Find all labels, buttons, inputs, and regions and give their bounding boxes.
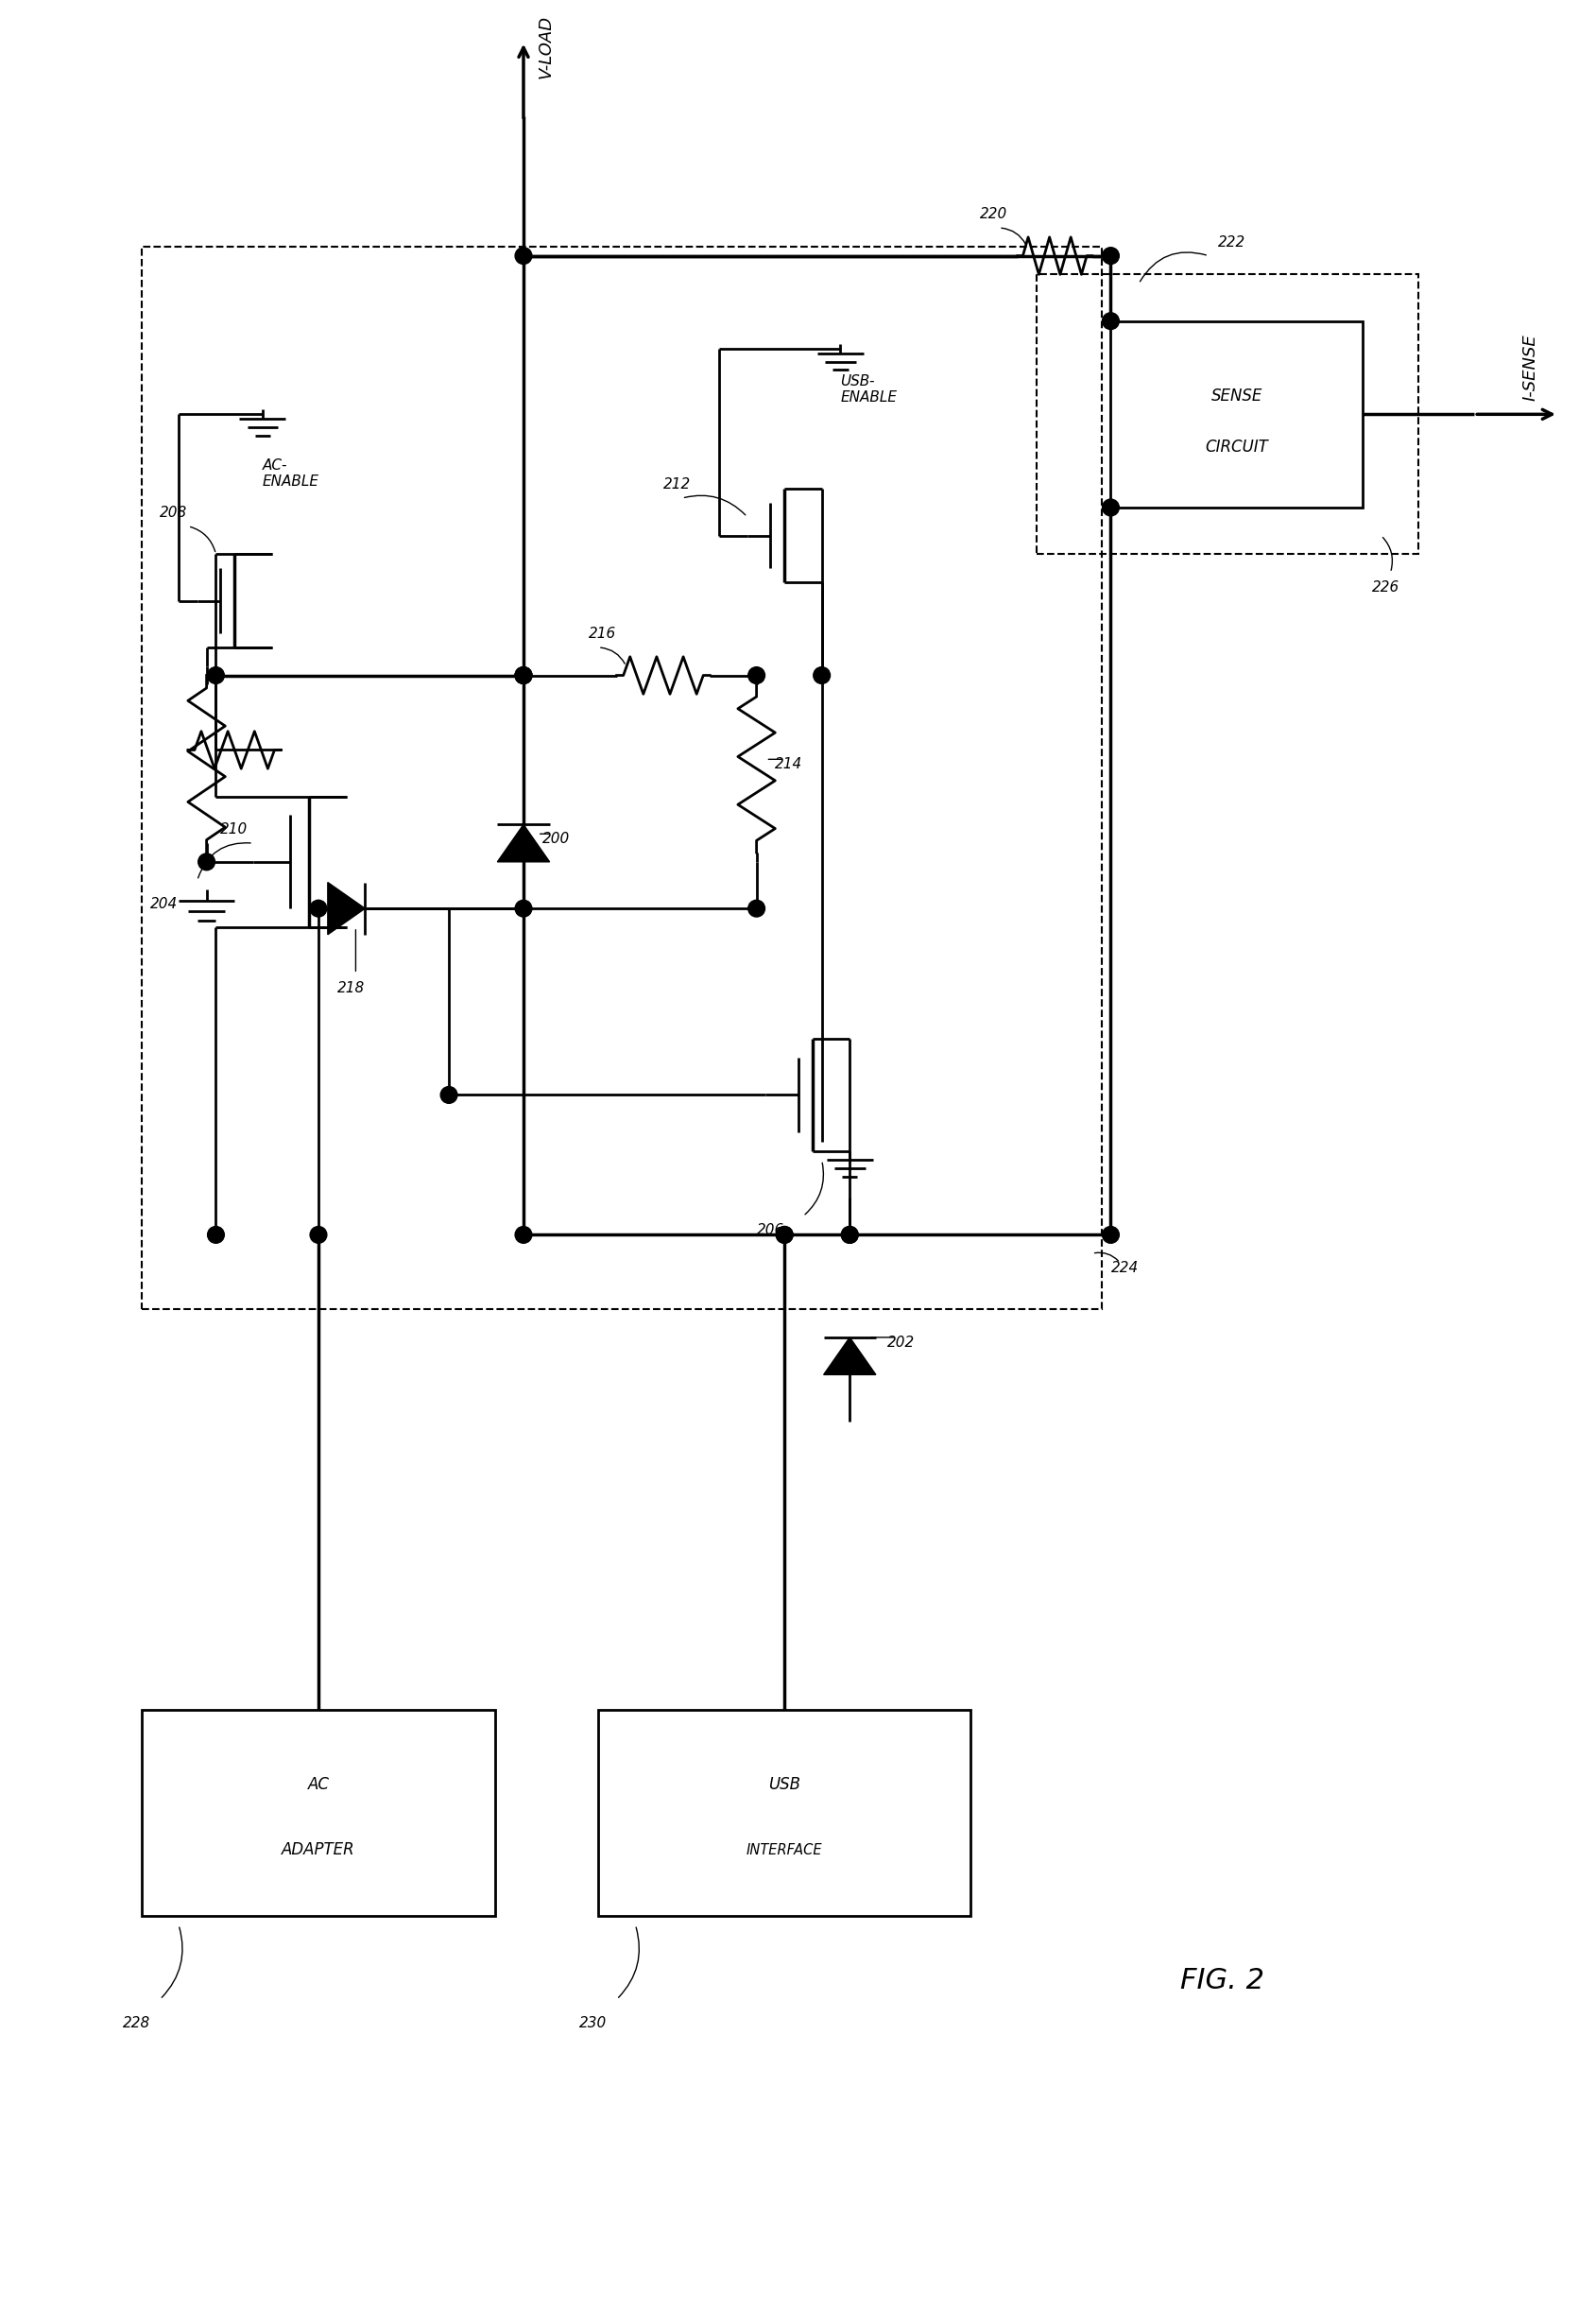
Circle shape (1101, 312, 1119, 330)
Circle shape (1101, 247, 1119, 263)
Circle shape (516, 668, 531, 684)
Text: FIG. 2: FIG. 2 (1179, 1967, 1264, 1994)
Circle shape (516, 899, 531, 917)
Circle shape (440, 1086, 456, 1102)
Circle shape (310, 899, 327, 917)
Text: 226: 226 (1371, 580, 1398, 594)
Circle shape (1101, 499, 1119, 515)
Bar (1036, 275, 1417, 555)
Bar (140, 1710, 495, 1916)
Circle shape (516, 668, 531, 684)
Bar (598, 1710, 970, 1916)
Text: INTERFACE: INTERFACE (745, 1844, 822, 1858)
Text: 200: 200 (541, 832, 570, 846)
Circle shape (812, 668, 830, 684)
Bar (140, 247, 1101, 1310)
Circle shape (516, 1227, 531, 1243)
Text: 206: 206 (757, 1223, 784, 1239)
Text: CIRCUIT: CIRCUIT (1205, 439, 1267, 455)
Text: 214: 214 (774, 758, 803, 772)
Text: 212: 212 (662, 478, 691, 492)
Text: 216: 216 (589, 626, 616, 640)
Circle shape (776, 1227, 792, 1243)
Polygon shape (327, 883, 365, 934)
Bar (1111, 321, 1361, 508)
Polygon shape (496, 825, 549, 862)
Text: AC-
ENABLE: AC- ENABLE (262, 458, 319, 490)
Polygon shape (824, 1338, 875, 1375)
Text: SENSE: SENSE (1210, 388, 1261, 404)
Circle shape (516, 247, 531, 263)
Circle shape (310, 1227, 327, 1243)
Circle shape (207, 668, 223, 684)
Text: 202: 202 (886, 1336, 915, 1350)
Text: 224: 224 (1111, 1262, 1138, 1276)
Text: ADAPTER: ADAPTER (281, 1842, 354, 1858)
Text: I-SENSE: I-SENSE (1521, 333, 1539, 400)
Text: 210: 210 (220, 823, 247, 837)
Circle shape (747, 899, 764, 917)
Text: USB: USB (768, 1777, 800, 1793)
Text: V-LOAD: V-LOAD (538, 16, 554, 79)
Text: 230: 230 (579, 2015, 606, 2029)
Text: 208: 208 (160, 506, 187, 520)
Text: 218: 218 (337, 982, 364, 996)
Text: 204: 204 (150, 897, 179, 911)
Text: 228: 228 (123, 2015, 150, 2029)
Circle shape (776, 1227, 792, 1243)
Text: 222: 222 (1218, 236, 1245, 250)
Circle shape (1101, 1227, 1119, 1243)
Circle shape (841, 1227, 857, 1243)
Circle shape (747, 668, 764, 684)
Circle shape (207, 1227, 223, 1243)
Text: AC: AC (308, 1777, 329, 1793)
Text: USB-
ENABLE: USB- ENABLE (839, 374, 897, 404)
Circle shape (841, 1227, 857, 1243)
Circle shape (198, 853, 215, 871)
Text: 220: 220 (980, 208, 1007, 222)
Circle shape (516, 668, 531, 684)
